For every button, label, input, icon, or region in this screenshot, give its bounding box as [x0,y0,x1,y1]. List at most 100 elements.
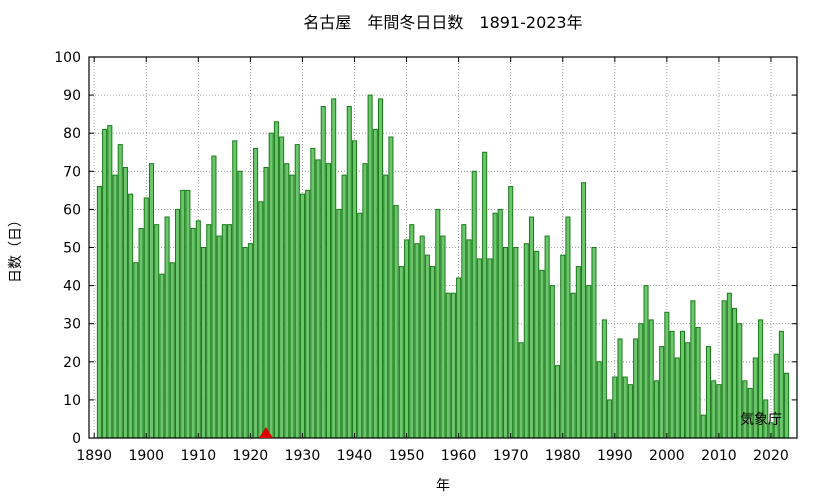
y-tick-label: 70 [63,164,81,180]
bar-1898 [133,262,139,439]
x-axis-label: 年 [436,478,450,494]
bar-1894 [112,174,118,439]
bar-2001 [669,330,675,439]
bar-2006 [695,327,701,439]
bar-1970 [508,186,514,439]
bar-1977 [544,235,550,439]
bar-2010 [716,384,722,439]
bar-1906 [174,208,181,439]
bar-1932 [310,147,316,439]
bar-1896 [122,166,128,439]
bar-1954 [424,254,430,439]
x-tick-label: 1980 [545,448,581,464]
bar-1926 [279,136,285,439]
bar-1987 [596,361,602,439]
x-tick-label: 2020 [753,448,789,464]
bar-1925 [273,121,279,439]
y-tick-label: 60 [63,202,81,218]
bar-1928 [289,174,295,439]
bar-1940 [351,140,358,439]
bar-1947 [388,136,394,439]
bar-2002 [674,357,680,439]
bar-1916 [227,224,233,439]
bar-2023 [784,372,790,439]
x-tick-label: 2000 [649,448,685,464]
bar-1949 [398,266,404,439]
bar-1981 [565,216,571,439]
y-axis-label: 日数（日） [8,213,24,283]
bar-1959 [450,292,456,439]
bar-1897 [128,193,134,439]
bar-1918 [237,170,243,439]
bar-1909 [190,227,196,439]
x-tick-label: 1900 [128,448,164,464]
bar-1986 [591,247,597,439]
bar-1900 [143,197,149,439]
bar-1968 [497,208,503,439]
bar-1938 [341,174,347,439]
bar-1943 [367,94,373,439]
bar-2005 [690,300,696,439]
bar-1905 [169,262,175,439]
bar-1917 [232,140,238,439]
bar-1953 [419,235,425,439]
x-tick-label: 1970 [493,448,529,464]
bar-1964 [476,258,482,439]
bar-1958 [445,292,451,439]
bar-1972 [518,342,524,439]
bar-1924 [268,132,274,439]
x-axis-ticks: 1890 1900 1910 1920 1930 1940 1950 1960 1970 1980… [76,57,789,464]
bar-1979 [555,365,561,439]
bar-1893 [107,125,113,439]
source-label: 気象庁 [740,412,782,428]
y-tick-label: 90 [63,88,81,104]
bar-1942 [362,163,368,439]
bar-1966 [487,258,493,439]
bar-1974 [528,216,535,439]
x-tick-label: 1990 [597,448,633,464]
bar-1912 [206,224,212,439]
bar-1950 [404,239,410,439]
bar-1956 [435,208,441,439]
bar-2003 [679,330,686,439]
bar-1990 [612,376,618,439]
bar-1971 [513,247,519,439]
bar-1927 [284,163,290,439]
bar-1922 [258,201,264,439]
bar-1969 [502,247,509,439]
bar-1913 [211,155,217,439]
bar-1937 [336,208,342,439]
bar-1985 [586,285,592,439]
bar-1921 [253,147,259,439]
bar-1960 [456,277,462,439]
bar-1934 [320,106,326,439]
x-tick-label: 1960 [441,448,477,464]
bar-1895 [117,144,123,439]
bar-1998 [653,380,659,439]
bar-1962 [466,239,472,439]
y-tick-label: 80 [63,126,81,142]
bar-1973 [523,243,529,439]
bar-1915 [221,224,227,439]
bar-1936 [331,98,337,439]
bar-1951 [409,224,415,439]
bar-1911 [201,247,207,439]
bar-1991 [617,338,623,439]
bar-1908 [185,189,191,439]
bar-1996 [643,285,649,439]
bar-1957 [440,235,446,439]
bar-2011 [721,300,727,439]
bar-1997 [648,319,654,439]
bar-1963 [471,170,477,439]
bar-1983 [575,266,581,439]
y-tick-label: 0 [72,431,81,447]
bar-1919 [242,247,248,439]
y-tick-label: 20 [63,355,81,371]
bar-1952 [414,243,420,439]
bar-1923 [263,166,269,439]
bar-2004 [685,342,691,439]
bar-2013 [732,307,738,439]
bar-1910 [195,220,201,439]
chart-title: 名古屋 年間冬日日数 1891-2023年 [303,13,582,32]
